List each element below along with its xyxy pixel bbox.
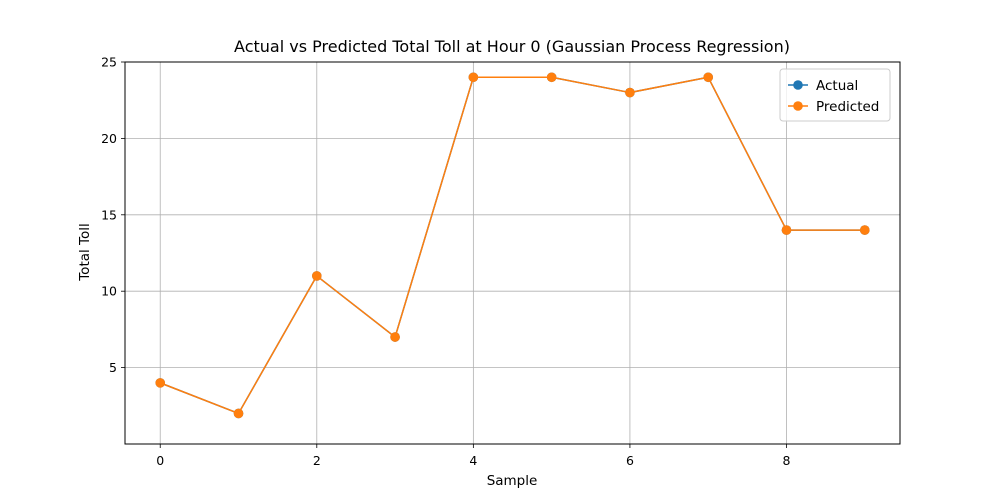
- legend: Actual Predicted: [779, 68, 891, 122]
- x-axis-label: Sample: [487, 473, 538, 489]
- legend-marker: [793, 80, 803, 90]
- y-axis-label: Total Toll: [77, 223, 93, 282]
- data-point: [703, 72, 714, 83]
- y-tick-label: 20: [101, 131, 117, 146]
- legend-item-actual: Actual: [788, 78, 858, 94]
- data-point: [233, 408, 244, 419]
- x-tick-label: 0: [156, 453, 164, 468]
- axes: 0 2 4 6 8 5 10 15 20 25: [101, 55, 790, 469]
- data-point: [390, 332, 400, 342]
- x-tick-label: 4: [469, 453, 477, 468]
- data-point: [155, 378, 166, 388]
- series-line: [159, 76, 865, 415]
- data-point: [546, 72, 557, 83]
- x-tick-label: 8: [783, 453, 791, 468]
- series-layer: [155, 72, 870, 419]
- x-tick-label: 6: [626, 453, 634, 468]
- data-point: [781, 225, 792, 235]
- series-line: [159, 76, 865, 415]
- legend-box: [779, 68, 891, 122]
- data-point: [311, 271, 322, 281]
- legend-label: Predicted: [816, 99, 879, 115]
- data-point: [625, 87, 635, 98]
- x-tick-label: 2: [313, 453, 321, 468]
- y-tick-label: 15: [101, 207, 117, 222]
- legend-label: Actual: [816, 78, 858, 94]
- legend-marker: [793, 101, 803, 111]
- data-point: [859, 225, 870, 235]
- y-tick-label: 5: [109, 360, 117, 375]
- y-tick-label: 10: [101, 284, 117, 299]
- series-predicted: [155, 72, 870, 419]
- data-point: [468, 72, 479, 83]
- y-tick-label: 25: [101, 55, 117, 70]
- plot-frame: [124, 61, 901, 445]
- series-actual: [155, 72, 870, 419]
- chart-title: Actual vs Predicted Total Toll at Hour 0…: [234, 37, 790, 56]
- legend-item-predicted: Predicted: [788, 99, 879, 115]
